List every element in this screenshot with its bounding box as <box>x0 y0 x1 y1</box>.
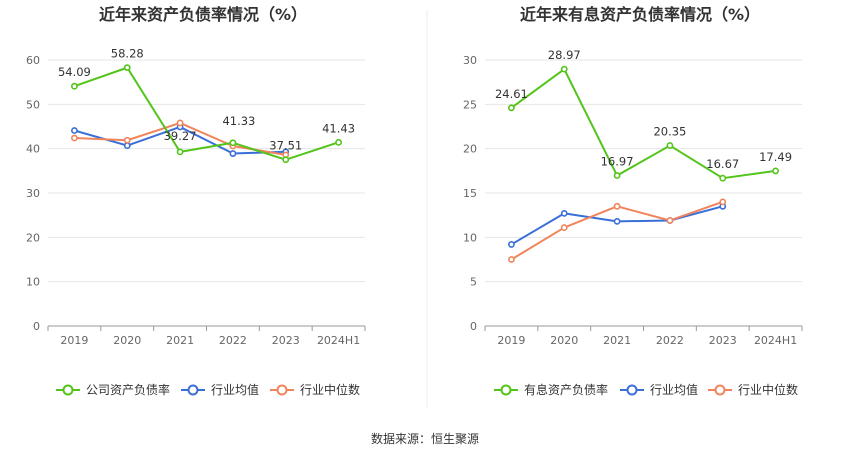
data-source-note: 数据来源：恒生聚源 <box>371 431 479 446</box>
y-tick-label: 5 <box>470 276 477 289</box>
chart-title: 近年来资产负债率情况（%） <box>99 5 307 24</box>
legend-swatch-marker <box>276 384 288 396</box>
x-tick-label: 2019 <box>497 334 525 347</box>
x-tick-label: 2022 <box>656 334 684 347</box>
data-label: 24.61 <box>495 87 528 101</box>
data-label: 41.43 <box>322 121 355 135</box>
data-point <box>560 65 568 73</box>
x-tick-label: 2020 <box>550 334 578 347</box>
data-point <box>508 241 515 248</box>
data-point <box>282 156 290 164</box>
data-point <box>71 134 78 142</box>
y-tick-label: 20 <box>463 143 477 156</box>
y-tick-label: 15 <box>463 187 477 200</box>
legend-label: 有息资产负债率 <box>524 382 608 397</box>
data-label: 39.27 <box>164 129 197 143</box>
data-point <box>508 104 515 112</box>
legend-swatch-marker <box>187 384 199 396</box>
x-tick-label: 2023 <box>272 334 300 347</box>
x-tick-label: 2023 <box>709 334 737 347</box>
legend-label: 行业中位数 <box>738 382 798 397</box>
x-tick-label: 2022 <box>219 334 247 347</box>
y-tick-label: 0 <box>33 320 40 333</box>
data-point <box>772 167 779 175</box>
legend-label: 行业中位数 <box>300 382 360 397</box>
y-tick-label: 10 <box>463 231 477 244</box>
data-point <box>560 224 568 231</box>
data-point <box>123 64 131 72</box>
series-line-2 <box>510 200 724 261</box>
data-point <box>508 256 515 263</box>
legend-label: 公司资产负债率 <box>86 382 170 397</box>
data-label: 16.67 <box>706 157 739 171</box>
data-label: 17.49 <box>759 150 792 164</box>
data-label: 28.97 <box>548 48 581 62</box>
y-tick-label: 30 <box>26 187 40 200</box>
data-point <box>123 136 131 144</box>
data-point <box>613 202 621 210</box>
legend-swatch-marker <box>62 384 74 396</box>
data-point <box>560 209 568 217</box>
data-point <box>613 172 621 179</box>
legend-label: 行业均值 <box>211 382 259 397</box>
data-label: 20.35 <box>653 125 686 139</box>
data-label: 16.97 <box>601 155 634 169</box>
data-point <box>719 198 727 206</box>
data-point <box>229 139 237 147</box>
legend-swatch-marker <box>500 384 512 396</box>
y-tick-label: 60 <box>26 54 40 67</box>
y-tick-label: 40 <box>26 143 40 156</box>
x-tick-label: 2024H1 <box>317 334 360 347</box>
x-tick-label: 2019 <box>60 334 88 347</box>
series-line-0 <box>510 68 776 180</box>
legend-swatch-marker <box>626 384 638 396</box>
legend-label: 行业均值 <box>650 382 698 397</box>
data-point <box>666 142 674 149</box>
data-point <box>613 217 621 225</box>
y-tick-label: 10 <box>26 276 40 289</box>
y-tick-label: 30 <box>463 54 477 67</box>
x-tick-label: 2024H1 <box>754 334 797 347</box>
data-label: 37.51 <box>269 139 302 153</box>
data-point <box>123 142 131 149</box>
x-tick-label: 2021 <box>603 334 631 347</box>
y-tick-label: 50 <box>26 98 40 111</box>
data-point <box>335 138 342 146</box>
data-point <box>71 82 78 90</box>
data-point <box>229 150 237 157</box>
data-point <box>719 174 727 182</box>
y-tick-label: 25 <box>463 98 477 111</box>
data-label: 54.09 <box>58 65 91 79</box>
data-point <box>176 148 184 156</box>
legend-swatch-marker <box>714 384 726 396</box>
y-tick-label: 20 <box>26 231 40 244</box>
y-tick-label: 0 <box>470 320 477 333</box>
data-point <box>666 217 674 224</box>
x-tick-label: 2020 <box>113 334 141 347</box>
data-point <box>176 119 184 127</box>
data-point <box>71 127 78 134</box>
series-line-0 <box>74 66 339 161</box>
x-tick-label: 2021 <box>166 334 194 347</box>
chart-title: 近年来有息资产负债率情况（%） <box>520 5 760 24</box>
data-label: 58.28 <box>111 47 144 61</box>
data-label: 41.33 <box>222 114 255 128</box>
